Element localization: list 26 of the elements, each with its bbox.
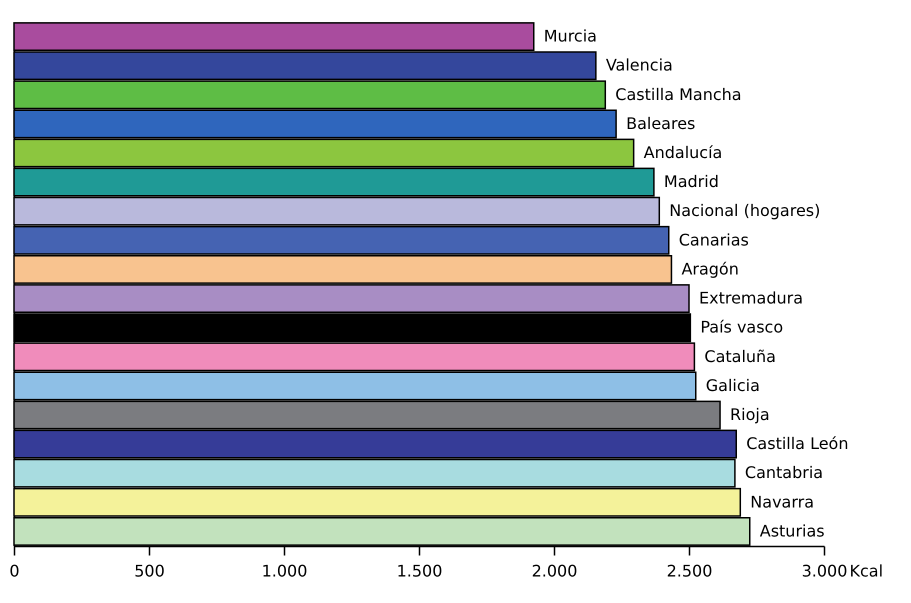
y-tick-label: Cantabria — [744, 463, 824, 482]
y-tick-label: Cataluña — [704, 346, 776, 366]
x-tick-label: 2.000 — [532, 562, 578, 580]
y-tick-label: Murcia — [544, 26, 597, 46]
x-tick-label: 500 — [134, 562, 165, 580]
y-tick-label: País vasco — [700, 318, 784, 337]
y-tick-label: Aragón — [681, 259, 739, 278]
y-tick-label: Baleares — [626, 114, 696, 133]
x-tick-label: 1.000 — [262, 562, 308, 580]
y-tick-label: Galicia — [706, 376, 760, 395]
x-tick-label: 3.000 — [802, 562, 848, 580]
y-tick-label: Rioja — [730, 405, 770, 424]
y-tick-label: Valencia — [606, 56, 673, 75]
y-tick-label: Navarra — [750, 492, 814, 512]
y-tick-label: Extremadura — [699, 288, 803, 308]
y-tick-label: Madrid — [664, 172, 719, 192]
x-tick-label: 2.500 — [666, 562, 712, 580]
y-tick-label: Castilla León — [746, 434, 848, 454]
x-axis-title: Kcal — [850, 562, 884, 580]
x-tick-label: 1.500 — [396, 562, 442, 580]
y-tick-label: Canarias — [678, 230, 749, 250]
x-tick-label: 0 — [9, 562, 20, 580]
y-tick-label: Nacional (hogares) — [669, 201, 820, 220]
y-tick-label: Castilla Mancha — [615, 84, 742, 104]
y-tick-label: Asturias — [760, 521, 825, 540]
y-tick-label: Andalucía — [644, 143, 722, 162]
